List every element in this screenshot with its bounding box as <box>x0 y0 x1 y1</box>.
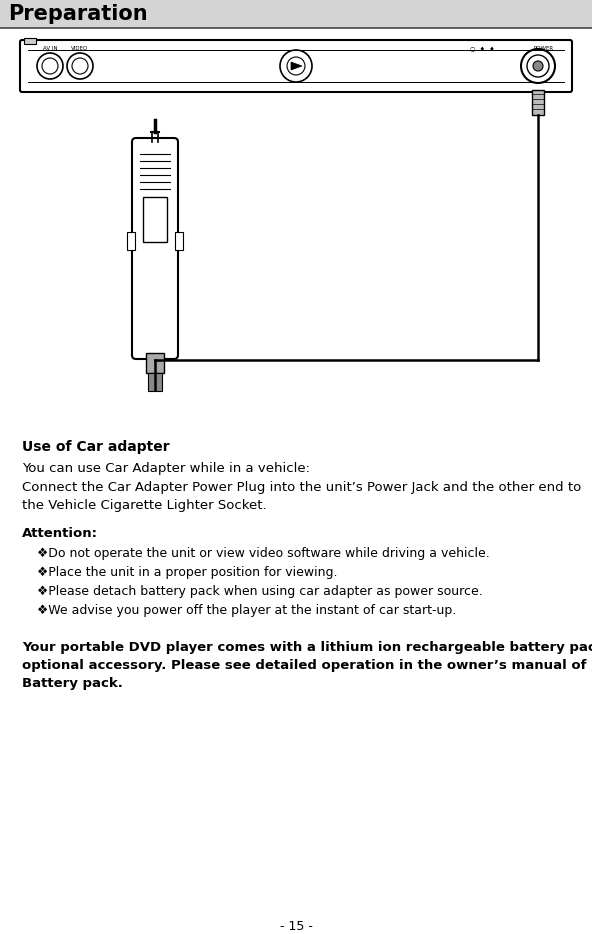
Circle shape <box>67 53 93 79</box>
Text: AV IN: AV IN <box>43 46 57 50</box>
Text: Attention:: Attention: <box>22 527 98 540</box>
Text: Your portable DVD player comes with a lithium ion rechargeable battery pack as: Your portable DVD player comes with a li… <box>22 641 592 654</box>
FancyBboxPatch shape <box>132 138 178 359</box>
Text: ❖We advise you power off the player at the instant of car start-up.: ❖We advise you power off the player at t… <box>37 604 456 617</box>
Text: Preparation: Preparation <box>8 4 147 24</box>
Bar <box>0 0 592 28</box>
Bar <box>148 373 162 391</box>
Text: - 15 -: - 15 - <box>279 920 313 933</box>
Circle shape <box>37 53 63 79</box>
Circle shape <box>533 61 543 71</box>
Polygon shape <box>24 38 36 44</box>
Circle shape <box>287 57 305 75</box>
Text: optional accessory. Please see detailed operation in the owner’s manual of: optional accessory. Please see detailed … <box>22 659 587 672</box>
Polygon shape <box>291 62 302 70</box>
Bar <box>143 197 167 242</box>
Text: ❖Place the unit in a proper position for viewing.: ❖Place the unit in a proper position for… <box>37 566 337 579</box>
Circle shape <box>72 58 88 74</box>
Text: Use of Car adapter: Use of Car adapter <box>22 440 170 454</box>
Circle shape <box>42 58 58 74</box>
Text: ❖Please detach battery pack when using car adapter as power source.: ❖Please detach battery pack when using c… <box>37 585 482 598</box>
Text: VIDEO: VIDEO <box>72 46 89 50</box>
FancyBboxPatch shape <box>20 40 572 92</box>
Text: You can use Car Adapter while in a vehicle:: You can use Car Adapter while in a vehic… <box>22 462 310 475</box>
Text: Battery pack.: Battery pack. <box>22 677 123 690</box>
Bar <box>532 90 544 115</box>
Bar <box>175 232 183 250</box>
Text: the Vehicle Cigarette Lighter Socket.: the Vehicle Cigarette Lighter Socket. <box>22 499 266 512</box>
Text: ○  ♦  ♦: ○ ♦ ♦ <box>470 47 495 51</box>
Text: Connect the Car Adapter Power Plug into the unit’s Power Jack and the other end : Connect the Car Adapter Power Plug into … <box>22 481 581 494</box>
Text: POWER: POWER <box>534 46 554 50</box>
Circle shape <box>521 49 555 83</box>
Bar <box>146 353 164 373</box>
Circle shape <box>280 50 312 82</box>
Text: ❖Do not operate the unit or view video software while driving a vehicle.: ❖Do not operate the unit or view video s… <box>37 547 490 560</box>
Circle shape <box>527 55 549 77</box>
Bar <box>127 232 135 250</box>
